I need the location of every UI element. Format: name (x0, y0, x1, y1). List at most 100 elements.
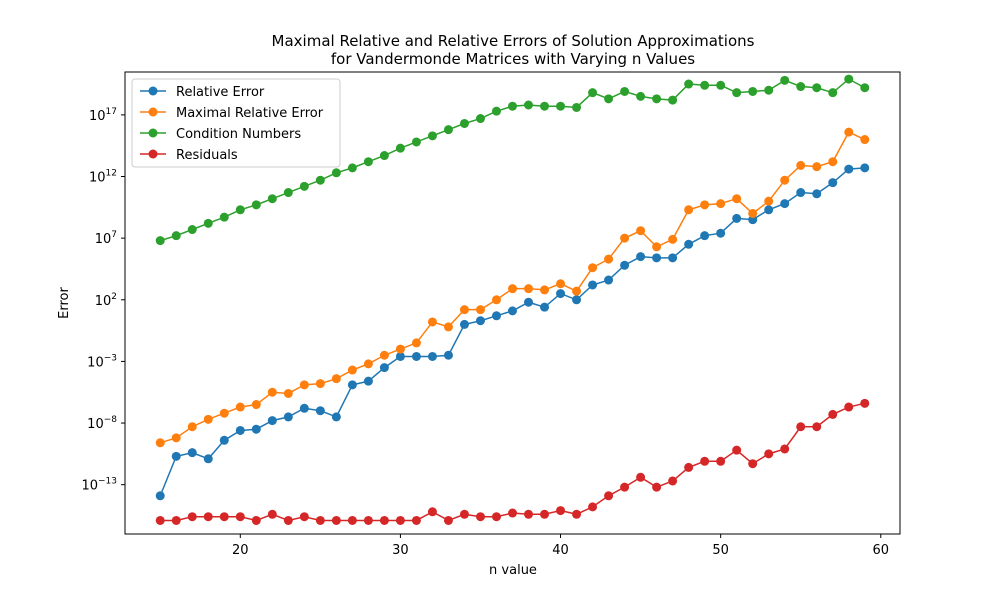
x-tick-label: 50 (712, 543, 729, 558)
data-point (155, 491, 165, 501)
data-point (620, 233, 630, 243)
data-point (844, 74, 854, 84)
data-point (588, 88, 598, 98)
data-point (556, 101, 566, 111)
data-point (331, 412, 341, 422)
data-point (780, 75, 790, 85)
data-point (844, 164, 854, 174)
data-point (459, 319, 469, 329)
data-point (620, 86, 630, 96)
data-point (716, 199, 726, 209)
data-point (636, 226, 646, 236)
data-point (475, 316, 485, 326)
data-point (700, 200, 710, 210)
data-point (315, 406, 325, 416)
data-point (764, 449, 774, 459)
data-point (411, 338, 421, 348)
data-point (331, 515, 341, 525)
data-point (572, 286, 582, 296)
data-point (475, 305, 485, 315)
data-point (588, 280, 598, 290)
data-point (299, 181, 309, 191)
data-point (508, 284, 517, 294)
series-layer (155, 74, 870, 525)
data-point (187, 512, 197, 522)
data-point (732, 194, 742, 204)
data-point (379, 151, 389, 161)
data-point (395, 143, 405, 153)
data-point (475, 512, 485, 522)
x-axis-label: n value (489, 563, 537, 578)
data-point (844, 127, 854, 137)
data-point (267, 416, 277, 426)
data-point (668, 95, 678, 105)
data-point (411, 137, 421, 147)
data-point (652, 242, 662, 252)
data-point (203, 414, 213, 424)
data-point (411, 351, 421, 361)
legend-marker (148, 149, 158, 159)
data-point (732, 445, 742, 455)
plot-frame (124, 71, 901, 535)
data-point (299, 380, 309, 390)
data-point (187, 448, 197, 458)
data-point (299, 512, 309, 522)
data-point (219, 512, 229, 522)
data-point (251, 400, 261, 410)
data-point (427, 351, 437, 361)
data-point (524, 100, 534, 110)
data-point (203, 218, 213, 228)
data-point (459, 305, 469, 315)
series-0 (155, 163, 870, 501)
data-point (283, 188, 293, 198)
data-point (171, 451, 181, 461)
data-point (748, 208, 758, 218)
data-point (491, 311, 501, 321)
data-point (684, 239, 694, 249)
data-point (251, 200, 261, 210)
data-point (700, 80, 710, 90)
data-point (652, 253, 662, 263)
data-point (844, 402, 854, 412)
data-point (860, 398, 870, 408)
legend-entry: Relative Error (140, 85, 265, 100)
data-point (556, 289, 566, 299)
data-point (267, 194, 277, 204)
series-2 (155, 74, 870, 246)
data-point (443, 322, 453, 332)
legend-box (131, 78, 341, 168)
legend-label: Condition Numbers (176, 127, 301, 142)
data-point (780, 199, 790, 209)
data-point (556, 506, 566, 516)
data-point (828, 88, 838, 98)
x-axis: 20 30 40 50 60 (232, 534, 889, 558)
data-point (395, 351, 405, 361)
data-point (652, 94, 662, 104)
data-point (636, 91, 646, 101)
data-point (155, 438, 165, 448)
data-point (267, 509, 277, 519)
data-point (668, 234, 678, 244)
data-point (363, 376, 373, 386)
data-point (588, 502, 598, 512)
data-point (459, 118, 469, 128)
data-point (764, 85, 774, 95)
data-point (491, 295, 501, 305)
data-point (828, 409, 838, 419)
data-point (604, 491, 614, 501)
data-point (395, 515, 405, 525)
data-point (684, 205, 694, 215)
data-point (828, 157, 838, 167)
legend-label: Relative Error (176, 85, 265, 100)
data-point (700, 456, 710, 466)
data-point (443, 350, 453, 360)
series-3 (155, 398, 870, 525)
data-point (491, 512, 501, 522)
data-point (540, 509, 550, 519)
data-point (556, 279, 566, 289)
data-point (860, 83, 870, 93)
data-point (427, 131, 437, 141)
data-point (508, 508, 517, 518)
data-point (155, 236, 165, 246)
data-point (540, 101, 550, 111)
